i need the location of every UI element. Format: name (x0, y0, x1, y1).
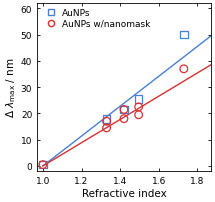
Point (105, 118, 108, 121)
Point (182, 68, 186, 71)
Point (105, 127, 108, 130)
Point (122, 118, 126, 121)
Point (137, 106, 140, 109)
X-axis label: Refractive index: Refractive index (82, 188, 166, 198)
Point (105, 120, 108, 123)
Legend: AuNPs, AuNPs w/nanomask: AuNPs, AuNPs w/nanomask (40, 7, 153, 31)
Point (122, 108, 126, 112)
Point (122, 108, 126, 112)
Point (137, 98, 140, 101)
Point (137, 114, 140, 117)
Point (41, 163, 45, 166)
Point (182, 34, 186, 37)
Y-axis label: $\Delta$ $\lambda_\mathrm{max}$ / nm: $\Delta$ $\lambda_\mathrm{max}$ / nm (4, 58, 18, 118)
Point (41, 163, 45, 166)
